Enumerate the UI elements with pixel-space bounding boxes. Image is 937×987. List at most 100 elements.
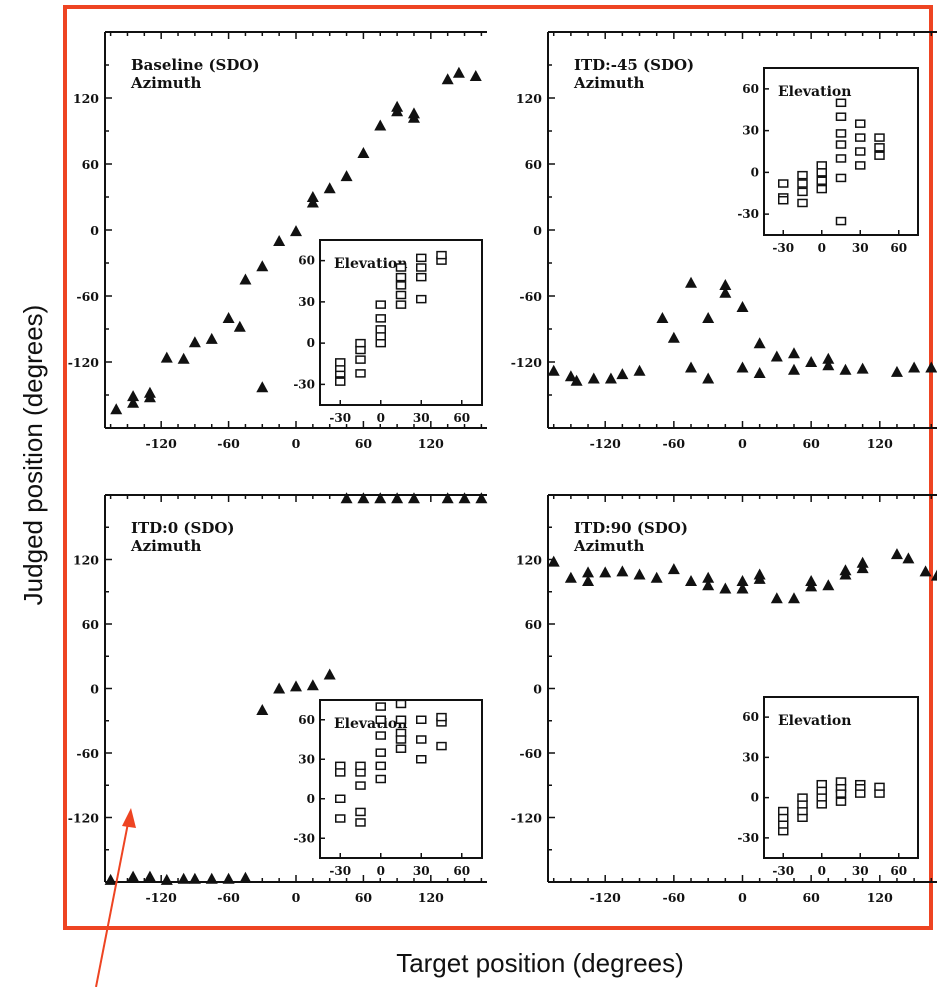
highlight-frame [63, 5, 933, 930]
elevation-point [335, 358, 346, 367]
elevation-point [395, 290, 407, 300]
elevation-point [416, 272, 427, 282]
azimuth-point [290, 225, 302, 237]
inset-x-tick-label: 60 [453, 411, 470, 425]
y-tick-label: 60 [525, 617, 543, 632]
azimuth-point [667, 331, 680, 343]
azimuth-point [104, 873, 117, 885]
azimuth-point [407, 107, 420, 119]
inset-y-tick-label: 0 [307, 792, 315, 806]
elevation-point [375, 748, 386, 757]
y-tick-label: -120 [511, 811, 543, 826]
azimuth-point [685, 276, 698, 288]
y-tick-label: -120 [511, 355, 543, 370]
azimuth-point [357, 147, 370, 158]
y-tick-label: 60 [525, 157, 543, 172]
azimuth-point [902, 552, 915, 564]
azimuth-point [452, 66, 465, 78]
azimuth-point [205, 332, 218, 344]
elevation-point [835, 140, 847, 149]
azimuth-point [582, 566, 595, 578]
elevation-point [816, 800, 827, 809]
y-tick-label: 0 [90, 223, 99, 238]
elevation-point [835, 98, 847, 108]
inset-title: Elevation [334, 716, 407, 732]
elevation-point [778, 820, 789, 829]
azimuth-point [702, 571, 715, 583]
y-tick-label: 120 [516, 553, 542, 568]
y-tick-label: 0 [533, 682, 542, 697]
elevation-point [855, 161, 866, 170]
inset-x-tick-label: -30 [772, 241, 794, 255]
azimuth-point [822, 579, 835, 591]
elevation-inset: -30 0 30 60 60 30 0 -30 Elevation [737, 67, 919, 255]
elevation-inset: -30 0 30 60 60 30 0 -30 Elevation [293, 699, 483, 878]
elevation-point [355, 807, 366, 817]
azimuth-point [564, 571, 577, 583]
inset-y-tick-label: -30 [293, 377, 315, 391]
panel-title: Baseline (SDO) [131, 56, 260, 74]
azimuth-point [787, 347, 800, 359]
elevation-inset: -30 0 30 60 60 30 0 -30 Elevation [293, 239, 483, 425]
panel-title: ITD:90 (SDO) [574, 519, 688, 537]
elevation-point [335, 768, 346, 777]
elevation-point [355, 781, 366, 790]
elevation-point [816, 786, 827, 796]
azimuth-point [273, 235, 286, 246]
y-tick-label: 60 [82, 617, 100, 632]
elevation-inset: -30 0 30 60 60 30 0 -30 Elevation [737, 696, 919, 878]
elevation-point [855, 147, 866, 156]
elevation-point [355, 338, 366, 348]
azimuth-point [323, 668, 336, 680]
inset-x-tick-label: 0 [818, 864, 826, 878]
elevation-point [375, 715, 386, 724]
inset-x-tick-label: 30 [852, 864, 869, 878]
azimuth-point [475, 492, 488, 504]
x-tick-label: 120 [418, 890, 444, 905]
azimuth-point [340, 170, 353, 182]
y-tick-label: 0 [533, 223, 542, 238]
y-tick-label: 60 [82, 157, 100, 172]
x-tick-label: 0 [738, 890, 747, 905]
inset-title: Elevation [778, 84, 851, 100]
x-tick-label: -60 [217, 890, 240, 905]
y-tick-label: -60 [519, 289, 542, 304]
elevation-point [355, 345, 366, 355]
azimuth-point [547, 555, 560, 567]
azimuth-point [177, 872, 190, 884]
azimuth-point [222, 312, 235, 323]
elevation-point [778, 179, 789, 188]
elevation-point [375, 731, 386, 740]
panel-1: -120 -60 0 60 120 120 60 0 -60 -120 Baseline (SDO)… [68, 31, 487, 451]
elevation-point [816, 779, 827, 789]
elevation-point [874, 143, 885, 152]
panel-4: -120 -60 0 60 120 120 60 0 -60 -120 ITD:90 (SDO)Az… [511, 494, 937, 905]
azimuth-point [564, 370, 577, 382]
elevation-point [355, 369, 366, 378]
azimuth-point [736, 301, 749, 312]
elevation-point [797, 179, 808, 188]
azimuth-point [770, 592, 783, 604]
elevation-point [355, 761, 366, 771]
azimuth-point [160, 873, 173, 885]
azimuth-point [908, 361, 921, 373]
azimuth-point [391, 100, 404, 112]
inset-title: Elevation [778, 713, 851, 729]
inset-title: Elevation [334, 256, 407, 272]
elevation-point [335, 814, 346, 823]
azimuth-point [547, 364, 560, 376]
elevation-point [436, 712, 447, 722]
azimuth-point [702, 579, 715, 591]
azimuth-point [570, 374, 583, 386]
y-tick-label: 120 [73, 91, 99, 106]
annotation-arrow-shaft [95, 817, 130, 987]
azimuth-point [805, 575, 818, 586]
azimuth-point [656, 312, 669, 323]
panel-subtitle: Azimuth [573, 74, 645, 92]
inset-y-tick-label: 60 [298, 713, 315, 727]
elevation-point [797, 813, 808, 822]
elevation-point [375, 774, 386, 784]
azimuth-point [856, 556, 869, 568]
inset-x-tick-label: 0 [377, 411, 385, 425]
elevation-point [436, 250, 447, 260]
